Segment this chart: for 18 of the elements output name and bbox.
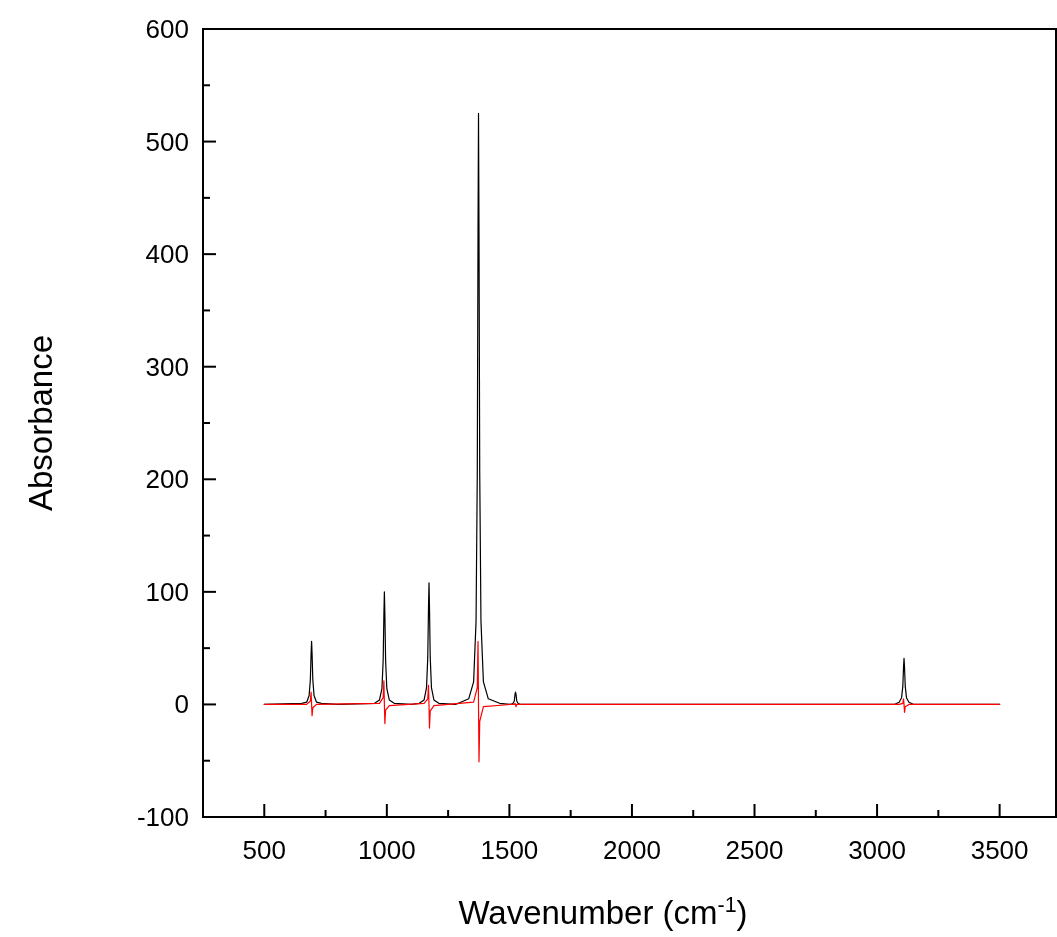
y-tick-label: -100 bbox=[136, 802, 189, 832]
y-tick-label: 300 bbox=[145, 351, 189, 382]
x-tick-label: 2000 bbox=[603, 835, 661, 865]
x-tick-label: 3000 bbox=[848, 835, 906, 865]
y-tick-label: 0 bbox=[174, 689, 189, 720]
y-tick-label: 500 bbox=[145, 126, 189, 157]
y-tick-label: 400 bbox=[145, 239, 189, 270]
y-tick-label: 600 bbox=[145, 14, 189, 44]
x-tick-label: 3500 bbox=[970, 835, 1029, 865]
y-tick-label: 200 bbox=[145, 464, 189, 495]
x-tick-label: 500 bbox=[242, 835, 286, 865]
x-tick-label: 2500 bbox=[725, 835, 784, 865]
line-series bbox=[263, 640, 1001, 763]
x-tick-label: 1500 bbox=[480, 835, 539, 865]
y-tick-label: 100 bbox=[145, 576, 189, 607]
x-tick-label: 1000 bbox=[357, 835, 416, 865]
y-axis-title: Absorbance bbox=[22, 334, 59, 512]
x-axis-title: Wavenumber (cm$^{-1}$) bbox=[458, 893, 748, 931]
